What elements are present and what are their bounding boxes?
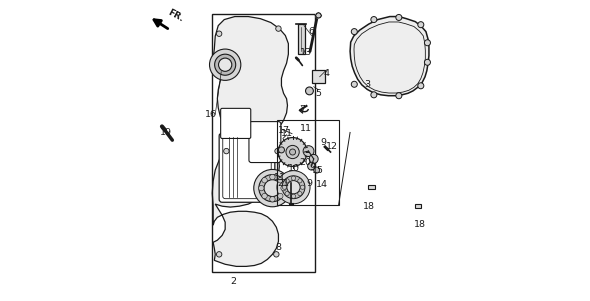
Polygon shape — [350, 17, 429, 96]
Circle shape — [351, 81, 358, 87]
Text: 10: 10 — [288, 164, 300, 173]
Circle shape — [278, 147, 284, 153]
Circle shape — [281, 185, 286, 191]
Circle shape — [217, 252, 222, 257]
Circle shape — [286, 145, 299, 159]
Text: 8: 8 — [276, 243, 281, 252]
Polygon shape — [316, 13, 322, 18]
Circle shape — [424, 40, 431, 46]
Text: 12: 12 — [326, 142, 338, 151]
Bar — [298, 24, 304, 54]
Circle shape — [259, 175, 286, 202]
Circle shape — [276, 26, 281, 31]
Text: 21: 21 — [277, 179, 289, 188]
Circle shape — [371, 17, 377, 23]
Circle shape — [285, 179, 289, 183]
Circle shape — [262, 193, 267, 199]
FancyBboxPatch shape — [219, 133, 275, 202]
Circle shape — [371, 92, 377, 98]
Circle shape — [277, 171, 310, 204]
Circle shape — [309, 154, 318, 163]
Text: 5: 5 — [316, 89, 322, 98]
Circle shape — [290, 149, 296, 155]
Polygon shape — [212, 17, 289, 266]
Bar — [368, 185, 375, 189]
Circle shape — [218, 58, 232, 71]
Text: 13: 13 — [300, 48, 312, 57]
Bar — [277, 120, 339, 205]
Circle shape — [396, 93, 402, 99]
Text: 20: 20 — [300, 158, 312, 167]
Text: 18: 18 — [363, 202, 375, 211]
Text: 17: 17 — [278, 126, 290, 135]
Text: 15: 15 — [312, 166, 324, 175]
Text: 9: 9 — [310, 163, 316, 172]
Circle shape — [291, 194, 296, 198]
Circle shape — [270, 197, 275, 202]
Circle shape — [275, 148, 280, 154]
Circle shape — [298, 179, 302, 183]
Circle shape — [215, 54, 235, 75]
Circle shape — [277, 178, 283, 183]
Circle shape — [285, 191, 289, 196]
Circle shape — [306, 87, 313, 95]
Circle shape — [277, 193, 283, 199]
Text: 11: 11 — [300, 124, 312, 133]
Text: 3: 3 — [364, 80, 371, 89]
Circle shape — [283, 185, 287, 189]
Bar — [212, 14, 314, 272]
Bar — [312, 70, 325, 83]
Circle shape — [418, 22, 424, 28]
Text: 11: 11 — [281, 129, 293, 138]
Circle shape — [262, 178, 267, 183]
Text: 4: 4 — [323, 69, 330, 78]
Circle shape — [314, 167, 320, 173]
FancyBboxPatch shape — [221, 108, 251, 138]
Text: 18: 18 — [414, 220, 426, 229]
Circle shape — [209, 49, 241, 80]
Text: 14: 14 — [316, 180, 327, 189]
Text: FR.: FR. — [166, 8, 185, 23]
Text: 9: 9 — [320, 138, 326, 147]
Circle shape — [351, 29, 358, 35]
Text: 16: 16 — [205, 110, 217, 119]
Circle shape — [287, 181, 300, 194]
FancyBboxPatch shape — [249, 122, 281, 163]
Text: 7: 7 — [300, 105, 306, 114]
Circle shape — [307, 162, 316, 170]
Circle shape — [300, 185, 304, 189]
Circle shape — [224, 148, 229, 154]
Circle shape — [264, 180, 281, 197]
Circle shape — [270, 174, 275, 180]
Circle shape — [303, 146, 314, 157]
Circle shape — [298, 191, 302, 196]
Circle shape — [274, 252, 279, 257]
Circle shape — [396, 14, 402, 20]
Text: 6: 6 — [309, 27, 314, 36]
Text: 2: 2 — [230, 277, 236, 286]
Text: 11: 11 — [274, 173, 286, 182]
Circle shape — [217, 31, 222, 36]
Circle shape — [282, 176, 305, 199]
Bar — [415, 204, 421, 208]
Circle shape — [258, 185, 264, 191]
Text: 9: 9 — [306, 179, 313, 188]
Circle shape — [254, 169, 291, 207]
Text: 19: 19 — [160, 128, 172, 137]
Circle shape — [418, 83, 424, 89]
Circle shape — [291, 176, 296, 180]
Circle shape — [278, 138, 307, 166]
Circle shape — [424, 59, 431, 65]
